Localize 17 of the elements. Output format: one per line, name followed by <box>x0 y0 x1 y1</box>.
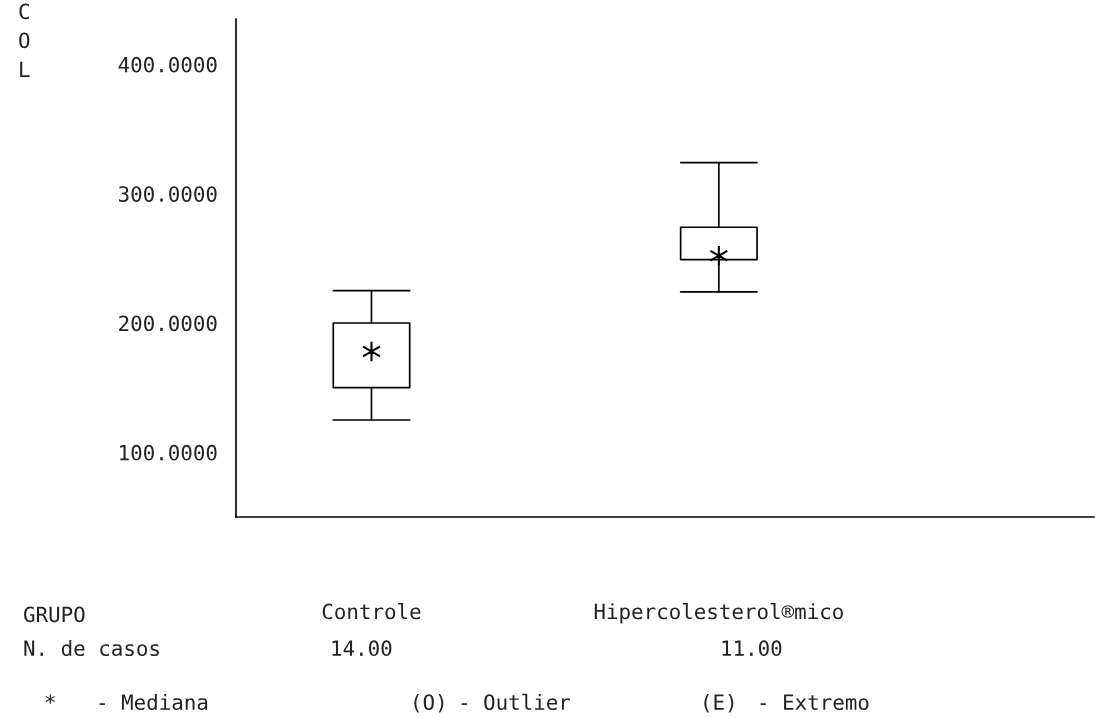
text: - Mediana <box>99 693 208 711</box>
x-tick-label: Controle <box>322 603 421 620</box>
text: * <box>45 694 55 704</box>
y-tick-label: 100.0000 <box>120 444 217 461</box>
text: - Outlier <box>461 693 571 711</box>
text: N. de casos <box>24 639 159 657</box>
text: 14.00 <box>332 640 392 657</box>
x-axis-title: GRUPO <box>24 606 85 623</box>
y-tick-label: 400.0000 <box>118 56 217 73</box>
y-axis-title: C O L <box>19 3 30 78</box>
y-tick-label: 300.0000 <box>119 186 217 202</box>
text: (E) <box>704 694 734 713</box>
text: 11.00 <box>722 640 782 657</box>
x-tick-label: Hipercolesterol®mico <box>594 603 843 624</box>
text: - Extremo <box>760 694 869 711</box>
text: (O) <box>414 694 444 713</box>
y-tick-label: 200.0000 <box>119 315 217 332</box>
